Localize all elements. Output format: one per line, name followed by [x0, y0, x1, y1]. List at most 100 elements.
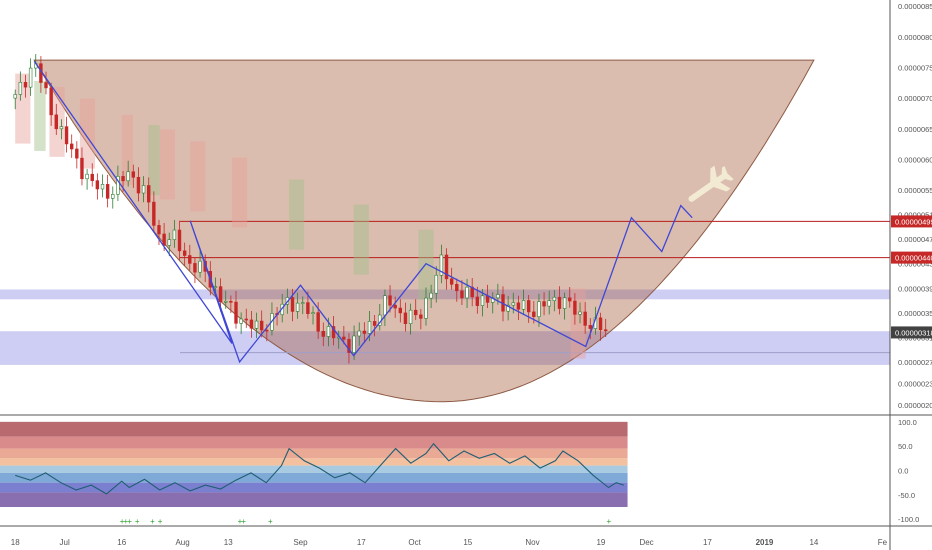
- candle-highlight: [34, 80, 46, 151]
- signal-marker: +: [268, 517, 273, 526]
- candle-body: [13, 94, 17, 99]
- candle-body: [506, 304, 510, 312]
- candle-body: [162, 233, 166, 246]
- candle-body: [557, 296, 562, 309]
- candle-body: [85, 173, 89, 180]
- candle-body: [562, 297, 567, 309]
- candle-body: [116, 176, 120, 195]
- signal-marker: +: [238, 517, 243, 526]
- oscillator-band: [0, 421, 628, 437]
- airplane-icon: [688, 165, 734, 202]
- candle-body: [362, 330, 367, 334]
- candle-body: [331, 326, 336, 339]
- candle-body: [290, 297, 295, 312]
- candle-body: [480, 295, 485, 306]
- time-tick-label: 13: [224, 538, 233, 547]
- candle-body: [547, 300, 551, 307]
- candle-body: [357, 330, 361, 337]
- signal-marker: +: [135, 517, 140, 526]
- oscillator-band: [0, 458, 628, 466]
- candle-body: [398, 307, 403, 314]
- candle-highlight: [190, 141, 206, 212]
- candle-body: [439, 254, 444, 276]
- signal-marker: +: [120, 517, 125, 526]
- candle-highlight: [570, 288, 586, 359]
- airplane-shape: [688, 165, 734, 202]
- candle-body: [234, 301, 238, 324]
- candle-body: [239, 318, 243, 324]
- candle-body: [542, 301, 546, 307]
- candle-body: [254, 320, 259, 329]
- time-tick-label: 14: [809, 538, 818, 547]
- candle-body: [131, 171, 136, 178]
- candle-body: [259, 320, 264, 331]
- candle-body: [64, 126, 69, 145]
- candle-body: [537, 301, 541, 317]
- candle-body: [75, 148, 79, 159]
- candle-body: [54, 114, 58, 130]
- time-tick-label: 16: [117, 538, 126, 547]
- candle-body: [511, 302, 515, 306]
- candle-highlight: [15, 73, 31, 144]
- time-tick-label: Sep: [293, 538, 308, 547]
- price-badge: [891, 326, 932, 339]
- candle-highlight: [79, 98, 96, 169]
- price-badge-label: 0.00000499: [895, 217, 932, 226]
- signal-marker: +: [241, 517, 246, 526]
- candle-body: [193, 263, 197, 273]
- price-tick-label: 0.00000235: [898, 379, 932, 388]
- candle-body: [383, 295, 387, 316]
- candle-body: [265, 329, 269, 332]
- time-tick-label: Dec: [639, 538, 653, 547]
- candle-body: [28, 67, 33, 88]
- candle-body: [526, 300, 531, 313]
- oscillator-tick-label: -50.0: [898, 491, 915, 500]
- candle-body: [147, 185, 151, 203]
- candle-body: [167, 239, 171, 246]
- oscillator-tick-label: 50.0: [898, 442, 913, 451]
- candle-body: [218, 286, 223, 303]
- time-tick-label: Jul: [60, 538, 70, 547]
- candle-body: [414, 309, 418, 316]
- signal-marker: +: [127, 517, 132, 526]
- price-badge: [891, 215, 932, 228]
- candle-body: [126, 171, 130, 182]
- candle-body: [244, 318, 248, 321]
- candle-body: [598, 317, 603, 331]
- candle-body: [455, 284, 459, 292]
- time-tick-label: 17: [703, 538, 712, 547]
- candle-body: [44, 82, 48, 89]
- candle-highlight: [353, 204, 369, 275]
- candle-body: [532, 311, 536, 317]
- candle-body: [424, 297, 428, 319]
- time-tick-label: Oct: [408, 538, 421, 547]
- candle-body: [496, 294, 500, 299]
- signal-marker: +: [158, 517, 163, 526]
- candle-body: [347, 339, 351, 353]
- candle-body: [568, 297, 572, 302]
- signal-marker: +: [124, 517, 129, 526]
- oscillator-line: [15, 442, 624, 495]
- candle-body: [177, 229, 182, 252]
- candle-body: [475, 296, 480, 306]
- candle-body: [449, 278, 454, 285]
- candle-body: [326, 326, 331, 337]
- candle-body: [188, 255, 192, 264]
- candle-body: [80, 157, 84, 180]
- candle-body: [295, 302, 300, 312]
- candle-body: [367, 321, 372, 334]
- candle-body: [100, 184, 105, 190]
- oscillator-band: [0, 472, 628, 483]
- candle-body: [198, 260, 202, 273]
- candle-body: [342, 336, 346, 340]
- candle-body: [583, 311, 587, 326]
- candle-body: [111, 194, 115, 199]
- candle-highlight: [148, 125, 160, 196]
- price-badge-label: 0.00000318: [895, 328, 932, 337]
